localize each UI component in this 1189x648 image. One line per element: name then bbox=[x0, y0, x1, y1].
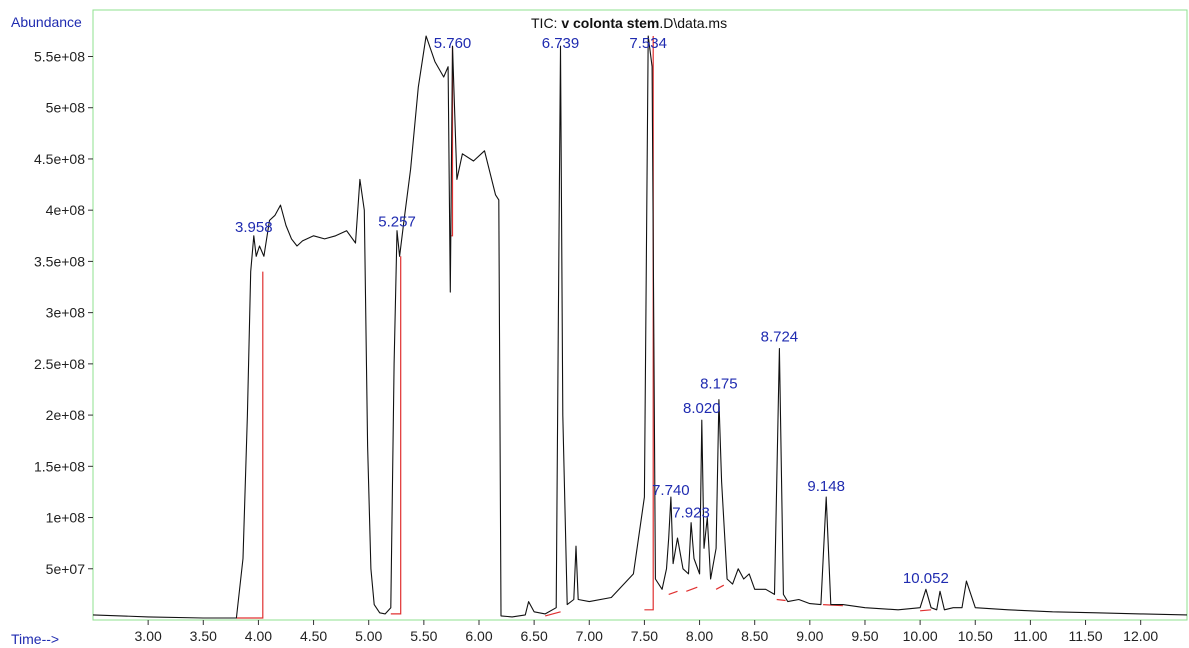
x-tick-label: 6.00 bbox=[465, 628, 492, 644]
x-tick-label: 10.00 bbox=[903, 628, 938, 644]
x-tick-label: 3.00 bbox=[135, 628, 162, 644]
y-tick-label: 3e+08 bbox=[46, 305, 86, 321]
x-tick-label: 8.00 bbox=[686, 628, 713, 644]
integration-baseline bbox=[545, 611, 561, 617]
x-tick-label: 11.50 bbox=[1069, 628, 1103, 644]
x-tick-label: 7.00 bbox=[576, 628, 603, 644]
x-tick-label: 3.50 bbox=[190, 628, 217, 644]
x-axis-ticks: 3.00 3.50 4.00 4.50 5.00 5.50 6.00 6.50 7.00 7.50… bbox=[135, 620, 1158, 644]
x-tick-label: 11.00 bbox=[1013, 628, 1047, 644]
chart-title-prefix: TIC: bbox=[531, 15, 561, 31]
integration-baseline bbox=[715, 584, 725, 590]
peak-labels: 3.958 5.257 5.760 6.739 7.534 7.740 7.923 8.020… bbox=[235, 35, 949, 587]
y-axis-title: Abundance bbox=[11, 14, 82, 30]
y-tick-label: 4.5e+08 bbox=[34, 151, 85, 167]
y-axis-ticks: 5e+07 1e+08 1.5e+08 2e+08 2.5e+08 3e+08 3.5e+0… bbox=[34, 48, 93, 577]
peak-label: 7.923 bbox=[672, 505, 710, 522]
integration-baseline bbox=[668, 590, 678, 595]
x-tick-label: 4.50 bbox=[300, 628, 327, 644]
x-tick-label: 9.00 bbox=[796, 628, 823, 644]
peak-label: 9.148 bbox=[807, 478, 845, 495]
y-tick-label: 4e+08 bbox=[46, 202, 86, 218]
x-tick-label: 5.50 bbox=[410, 628, 437, 644]
integration-baseline bbox=[451, 46, 454, 237]
peak-label: 5.760 bbox=[434, 35, 472, 52]
x-axis-title: Time--> bbox=[11, 631, 59, 647]
peak-label: 6.739 bbox=[542, 35, 580, 52]
x-tick-label: 6.50 bbox=[521, 628, 548, 644]
integration-baseline bbox=[686, 586, 698, 592]
peak-label: 8.724 bbox=[761, 328, 799, 345]
tic-trace bbox=[92, 35, 1188, 619]
x-tick-label: 5.00 bbox=[355, 628, 382, 644]
y-tick-label: 5e+08 bbox=[46, 100, 86, 116]
integration-baseline bbox=[390, 256, 402, 615]
y-tick-label: 2e+08 bbox=[46, 407, 86, 423]
x-tick-label: 8.50 bbox=[741, 628, 768, 644]
peak-label: 8.020 bbox=[683, 400, 721, 417]
y-tick-label: 1e+08 bbox=[46, 510, 86, 526]
peak-label: 7.534 bbox=[629, 35, 667, 52]
integration-baseline bbox=[236, 271, 264, 619]
x-tick-label: 12.00 bbox=[1123, 628, 1158, 644]
plot-frame bbox=[92, 9, 1188, 621]
y-tick-label: 3.5e+08 bbox=[34, 253, 85, 269]
x-tick-label: 7.50 bbox=[631, 628, 658, 644]
y-tick-label: 2.5e+08 bbox=[34, 356, 85, 372]
x-tick-label: 10.50 bbox=[958, 628, 993, 644]
peak-label: 7.740 bbox=[652, 482, 690, 499]
y-tick-label: 1.5e+08 bbox=[34, 458, 85, 474]
integration-baselines bbox=[236, 36, 932, 619]
peak-label: 3.958 bbox=[235, 219, 273, 236]
integration-baseline bbox=[920, 609, 932, 612]
peak-label: 8.175 bbox=[700, 376, 738, 393]
y-tick-label: 5.5e+08 bbox=[34, 48, 85, 64]
chart-title-suffix: .D\data.ms bbox=[659, 15, 727, 31]
x-tick-label: 4.00 bbox=[245, 628, 272, 644]
peak-label: 5.257 bbox=[378, 214, 416, 231]
chart-title-bold: v colonta stem bbox=[561, 15, 659, 31]
y-tick-label: 5e+07 bbox=[46, 561, 86, 577]
integration-baseline bbox=[823, 604, 843, 607]
trace-layer bbox=[92, 35, 1188, 619]
chart-title: TIC: v colonta stem.D\data.ms bbox=[531, 15, 727, 31]
peak-label: 10.052 bbox=[903, 570, 949, 587]
integration-baseline bbox=[776, 598, 786, 602]
x-tick-label: 9.50 bbox=[851, 628, 878, 644]
